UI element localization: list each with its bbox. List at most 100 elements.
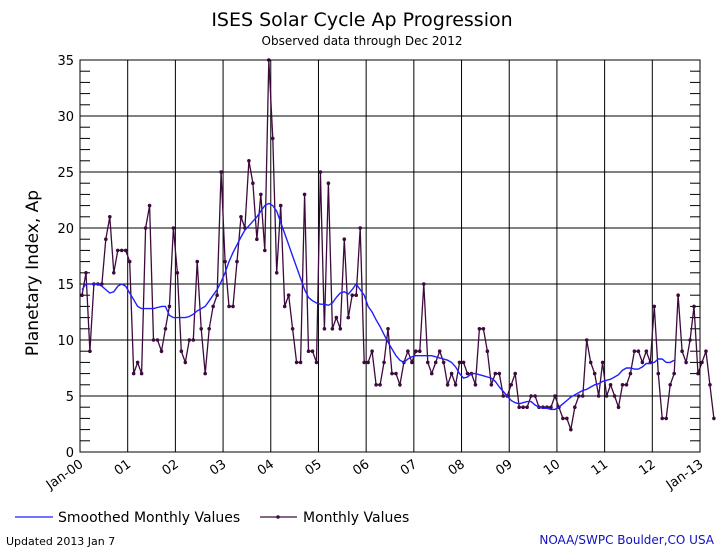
- monthly-point: [521, 405, 525, 410]
- x-tick-label: 12: [636, 457, 658, 479]
- monthly-point: [84, 271, 88, 275]
- monthly-point: [672, 371, 676, 376]
- monthly-point: [239, 215, 243, 219]
- monthly-point: [278, 203, 283, 208]
- monthly-point: [612, 394, 617, 398]
- monthly-point: [390, 371, 394, 376]
- monthly-point: [314, 360, 319, 365]
- x-tick-label: 03: [207, 457, 229, 479]
- x-tick-label: 01: [112, 457, 134, 479]
- monthly-point: [553, 394, 557, 398]
- monthly-point: [366, 360, 370, 365]
- monthly-point: [235, 259, 239, 264]
- monthly-point: [676, 293, 680, 298]
- monthly-point: [318, 170, 323, 174]
- legend: Smoothed Monthly Values Monthly Values: [15, 510, 409, 526]
- monthly-point: [684, 360, 688, 365]
- legend-smoothed-label: Smoothed Monthly Values: [58, 510, 240, 526]
- x-tick-label: 08: [446, 457, 468, 479]
- monthly-point: [644, 349, 649, 354]
- monthly-point: [596, 394, 601, 398]
- monthly-point: [131, 371, 136, 376]
- monthly-point: [576, 394, 581, 398]
- x-tick-label: 09: [493, 457, 515, 479]
- monthly-point: [700, 360, 704, 365]
- monthly-point: [712, 416, 716, 421]
- monthly-point: [298, 360, 303, 365]
- monthly-point: [481, 327, 486, 331]
- monthly-point: [449, 371, 454, 376]
- monthly-point: [656, 371, 661, 376]
- monthly-point: [680, 349, 684, 354]
- monthly-point: [433, 360, 438, 365]
- monthly-point: [306, 349, 311, 354]
- monthly-point: [561, 416, 565, 421]
- monthly-point: [441, 360, 446, 365]
- monthly-point: [215, 293, 219, 298]
- monthly-point: [529, 394, 533, 398]
- monthly-point: [326, 181, 331, 185]
- monthly-point: [592, 371, 597, 376]
- monthly-point: [394, 371, 398, 376]
- monthly-point: [346, 315, 351, 320]
- monthly-point: [461, 360, 466, 365]
- monthly-point: [247, 159, 251, 163]
- monthly-point: [282, 304, 287, 309]
- monthly-point: [489, 383, 494, 387]
- monthly-point: [425, 360, 430, 365]
- monthly-point: [580, 394, 585, 398]
- monthly-point: [119, 248, 124, 253]
- monthly-point: [549, 405, 553, 410]
- monthly-point: [620, 383, 625, 387]
- y-tick-label: 0: [66, 446, 74, 461]
- monthly-point: [493, 371, 498, 376]
- monthly-point: [414, 349, 418, 354]
- monthly-point: [342, 237, 347, 241]
- legend-monthly-label: Monthly Values: [303, 510, 409, 526]
- monthly-point: [302, 192, 307, 197]
- y-tick-label: 30: [57, 110, 74, 125]
- legend-monthly-marker: [276, 515, 280, 519]
- x-axis-ticks: Jan-00 01 02 03 04 05 06 07 08 09 10 11 12 Jan-13: [43, 457, 706, 494]
- monthly-point: [231, 304, 235, 309]
- smoothed-series: [81, 202, 675, 411]
- monthly-point: [660, 416, 665, 421]
- monthly-point: [513, 371, 517, 376]
- monthly-point: [227, 304, 231, 309]
- monthly-point: [565, 416, 569, 421]
- monthly-point: [294, 360, 299, 365]
- monthly-point: [398, 383, 402, 387]
- monthly-point: [692, 304, 696, 309]
- monthly-point: [588, 360, 593, 365]
- monthly-point: [616, 405, 621, 410]
- monthly-point: [143, 226, 148, 230]
- monthly-point: [624, 383, 629, 387]
- monthly-point: [608, 383, 613, 387]
- x-tick-label: 04: [255, 457, 277, 479]
- monthly-point: [211, 304, 215, 309]
- monthly-point: [358, 226, 362, 230]
- monthly-point: [497, 371, 502, 376]
- monthly-point: [104, 237, 108, 241]
- y-tick-label: 5: [66, 390, 74, 405]
- monthly-point: [219, 170, 223, 174]
- monthly-point: [187, 338, 192, 342]
- monthly-point: [525, 405, 529, 410]
- monthly-point: [274, 271, 279, 275]
- x-tick-label: 06: [350, 457, 372, 479]
- monthly-point: [584, 338, 589, 342]
- monthly-point: [664, 416, 669, 421]
- monthly-point: [290, 327, 295, 331]
- monthly-point: [473, 383, 478, 387]
- monthly-point: [382, 360, 386, 365]
- monthly-point: [203, 371, 207, 376]
- monthly-point: [636, 349, 641, 354]
- monthly-point: [437, 349, 442, 354]
- monthly-point: [135, 360, 140, 365]
- smoothed-line: [81, 202, 675, 411]
- monthly-point: [378, 383, 382, 387]
- y-axis-label: Planetary Index, Ap: [23, 190, 43, 356]
- monthly-point: [600, 360, 605, 365]
- monthly-point: [652, 304, 657, 309]
